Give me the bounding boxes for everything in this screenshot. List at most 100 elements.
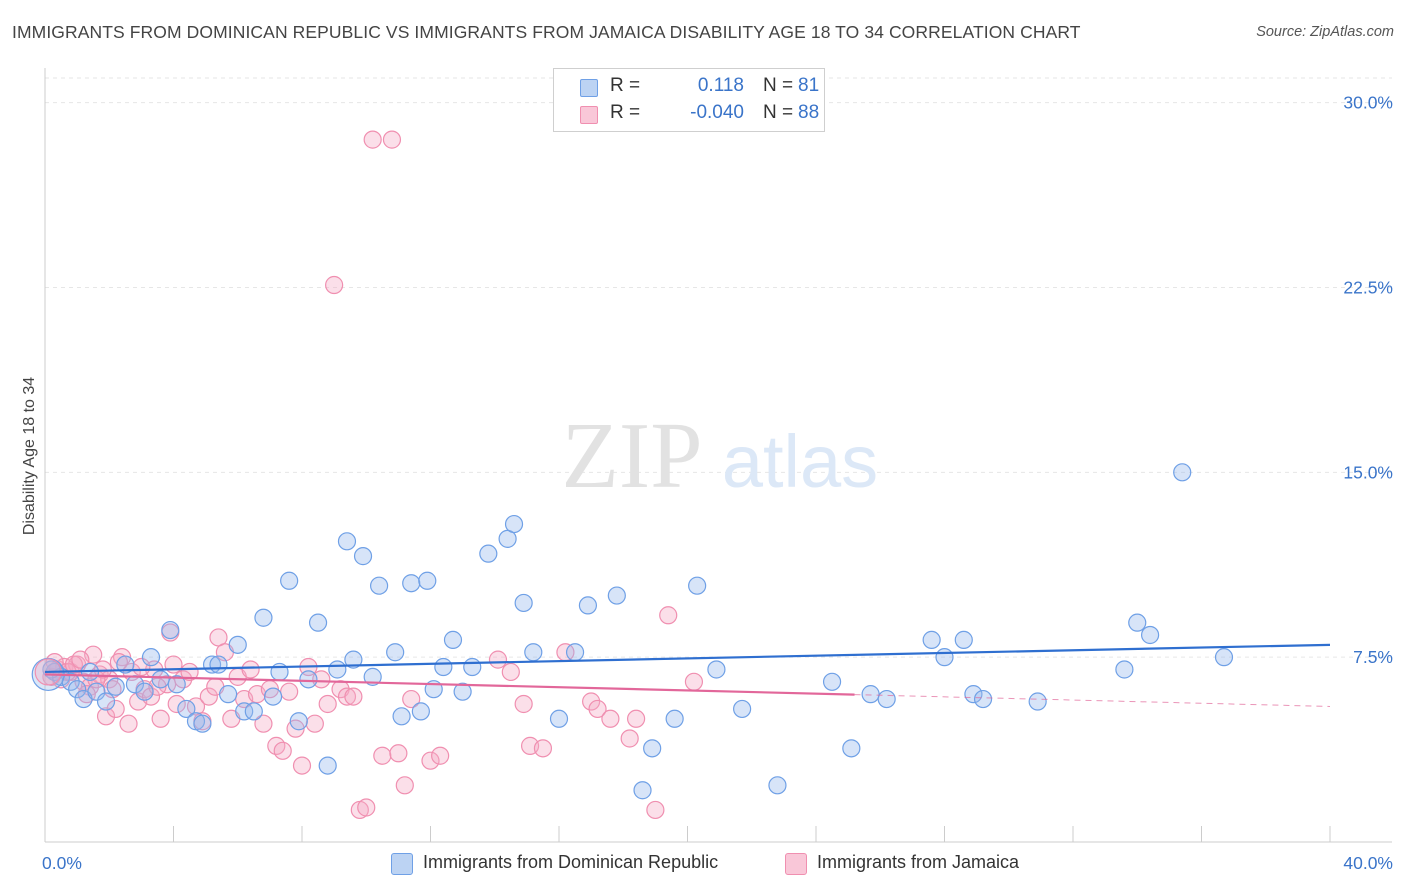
dominican-point: [479, 544, 498, 563]
n-label: N =: [763, 75, 794, 96]
jamaica-point: [382, 130, 402, 149]
legend-label: Immigrants from Dominican Republic: [423, 852, 719, 872]
jamaica-point: [344, 687, 363, 706]
dominican-point: [861, 685, 880, 704]
jamaica-point: [164, 655, 183, 674]
jamaica-point: [312, 670, 331, 689]
dominican-point: [141, 648, 161, 667]
dominican-point: [280, 571, 299, 590]
dominican-point: [1173, 463, 1192, 482]
dominican-point: [177, 699, 196, 719]
dominican-point: [665, 709, 684, 728]
legend-label: Immigrants from Jamaica: [817, 852, 1020, 872]
dominican-point: [453, 682, 472, 701]
dominican-point: [228, 635, 247, 654]
jamaica-point: [582, 692, 601, 711]
jamaica-point: [684, 672, 704, 691]
jamaica-point: [431, 746, 450, 765]
dominican-point: [1115, 660, 1134, 679]
dominican-point: [308, 613, 328, 632]
dominican-point: [504, 514, 524, 534]
dominican-legend-swatch: [391, 853, 413, 875]
dominican-point: [954, 630, 973, 650]
dominican-point: [363, 667, 382, 686]
y-tick-label: 15.0%: [1343, 462, 1393, 482]
r-label: R =: [610, 75, 641, 96]
dominican-point: [244, 702, 263, 721]
dominican-point: [254, 608, 273, 627]
dominican-point: [135, 682, 154, 701]
dominican-swatch: [580, 79, 598, 97]
dominican-point: [161, 620, 180, 640]
jamaica-swatch: [580, 106, 598, 124]
jamaica-point: [357, 798, 376, 817]
dominican-point: [353, 547, 373, 566]
dominican-point: [337, 532, 357, 551]
jamaica-point: [389, 744, 408, 763]
jamaica-point: [373, 746, 392, 765]
dominican-point: [392, 707, 411, 726]
jamaica-point: [659, 606, 678, 625]
dominican-point: [411, 702, 430, 721]
jamaica-point: [199, 687, 218, 706]
dominican-point: [842, 739, 861, 758]
dominican-point: [68, 680, 87, 699]
y-tick-label: 7.5%: [1353, 647, 1393, 667]
jamaica-point: [646, 800, 665, 820]
jamaica-point: [305, 714, 324, 733]
dominican-point: [402, 574, 421, 593]
dominican-point: [607, 586, 626, 605]
dominican-point: [299, 670, 318, 689]
chart-title: IMMIGRANTS FROM DOMINICAN REPUBLIC VS IM…: [12, 22, 1081, 42]
grid-layer: [45, 77, 1392, 658]
dominican-point: [768, 776, 787, 795]
y-axis-label: Disability Age 18 to 34: [21, 376, 38, 536]
dominican-point: [1140, 625, 1160, 645]
dominican-point: [688, 576, 707, 595]
dominican-point: [106, 677, 125, 696]
dominican-point: [151, 670, 170, 689]
dominican-point: [434, 657, 453, 677]
jamaica-point: [533, 739, 553, 758]
dominican-point: [344, 650, 363, 669]
dominican-point: [386, 643, 405, 662]
jamaica-point: [588, 699, 607, 719]
jamaica-point: [325, 275, 344, 295]
jamaica-point: [363, 130, 382, 149]
dominican-point: [643, 739, 662, 758]
watermark-zip: ZIP: [562, 404, 703, 508]
dominican-point: [87, 682, 106, 701]
jamaica-point: [395, 776, 414, 795]
dominican-point: [96, 692, 116, 711]
y-tick-label: 30.0%: [1343, 93, 1393, 113]
dominican-point: [578, 596, 598, 615]
x-tick-label: 40.0%: [1343, 853, 1393, 873]
source-credit: Source: ZipAtlas.com: [1256, 24, 1394, 40]
tick-label-layer: 7.5% 15.0% 22.5% 30.0% 0.0% 40.0%: [42, 93, 1393, 873]
n-value: 88: [798, 102, 820, 123]
dominican-point: [633, 781, 652, 800]
stats-legend: R = 0.118 N = 81 R = -0.040 N = 88: [553, 68, 825, 132]
dominican-point: [209, 655, 228, 674]
jamaica-point: [318, 694, 337, 714]
dominican-point: [263, 687, 283, 706]
n-label: N =: [763, 102, 794, 123]
jamaica-point: [167, 694, 186, 714]
dominican-point: [167, 675, 186, 694]
dominican-point: [328, 660, 347, 679]
jamaica-point: [488, 650, 508, 669]
dominican-trend-line: [44, 643, 1331, 674]
dominican-point: [877, 689, 896, 709]
jamaica-point: [337, 687, 357, 706]
dominican-point: [935, 648, 954, 667]
jamaica-trend-line: [44, 673, 855, 696]
dominican-point: [116, 655, 135, 674]
dominican-point: [524, 643, 543, 662]
n-value: 81: [798, 75, 820, 96]
r-value: -0.040: [690, 102, 744, 123]
dominican-point: [289, 712, 308, 731]
dominican-point: [549, 709, 569, 728]
jamaica-point: [421, 751, 440, 770]
dominican-point: [418, 571, 437, 590]
dominican-point: [193, 714, 212, 733]
